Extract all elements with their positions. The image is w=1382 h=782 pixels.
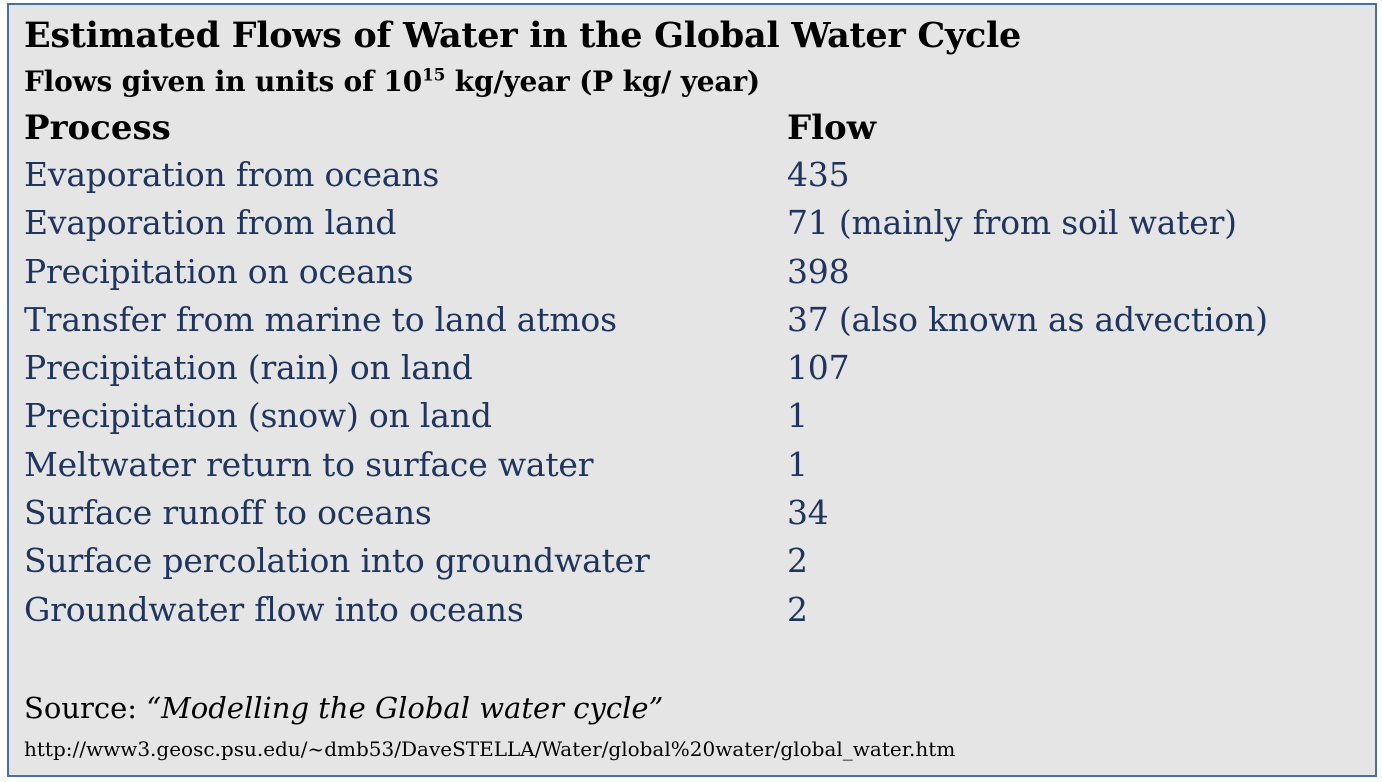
table-row: Evaporation from land 71 (mainly from so… (9, 203, 1375, 251)
table-row: Meltwater return to surface water 1 (9, 445, 1375, 493)
units-subtitle: Flows given in units of 1015 kg/year (P … (24, 65, 760, 98)
table-body: Evaporation from oceans 435 Evaporation … (9, 155, 1375, 638)
source-work-title: “Modelling the Global water cycle” (146, 691, 664, 725)
units-exponent: 15 (421, 65, 446, 86)
flow-cell: 107 (787, 348, 850, 388)
table-row: Surface percolation into groundwater 2 (9, 541, 1375, 589)
flow-cell: 71 (mainly from soil water) (787, 203, 1237, 243)
flow-cell: 2 (787, 589, 808, 629)
table-row: Transfer from marine to land atmos 37 (a… (9, 300, 1375, 348)
flow-cell: 1 (787, 396, 808, 436)
flow-cell: 2 (787, 541, 808, 581)
flow-cell: 37 (also known as advection) (787, 299, 1268, 339)
flow-cell: 398 (787, 251, 850, 291)
process-cell: Precipitation (rain) on land (24, 348, 473, 388)
flow-cell: 435 (787, 155, 850, 194)
process-cell: Precipitation (snow) on land (24, 396, 492, 436)
process-cell: Surface percolation into groundwater (24, 541, 650, 581)
source-url: http://www3.geosc.psu.edu/~dmb53/DaveSTE… (24, 737, 956, 761)
flow-column-header: Flow (787, 108, 877, 148)
process-cell: Evaporation from oceans (24, 155, 440, 194)
process-column-header: Process (24, 108, 171, 148)
process-cell: Surface runoff to oceans (24, 493, 432, 533)
process-cell: Meltwater return to surface water (24, 444, 594, 484)
table-row: Evaporation from oceans 435 (9, 155, 1375, 203)
table-row: Groundwater flow into oceans 2 (9, 590, 1375, 638)
source-citation: Source: “Modelling the Global water cycl… (24, 691, 663, 725)
units-suffix: kg/year (P kg/ year) (445, 65, 760, 98)
table-row: Precipitation (snow) on land 1 (9, 396, 1375, 444)
units-prefix: Flows given in units of 10 (24, 65, 422, 98)
process-cell: Transfer from marine to land atmos (24, 299, 617, 339)
flow-cell: 34 (787, 493, 829, 533)
table-title: Estimated Flows of Water in the Global W… (24, 15, 1021, 56)
table-row: Surface runoff to oceans 34 (9, 493, 1375, 541)
source-label: Source: (24, 691, 147, 725)
table-row: Precipitation (rain) on land 107 (9, 348, 1375, 396)
process-cell: Precipitation on oceans (24, 251, 414, 291)
process-cell: Groundwater flow into oceans (24, 589, 524, 629)
water-flow-table-panel: Estimated Flows of Water in the Global W… (7, 3, 1377, 777)
flow-cell: 1 (787, 444, 808, 484)
table-row: Precipitation on oceans 398 (9, 252, 1375, 300)
process-cell: Evaporation from land (24, 203, 397, 243)
